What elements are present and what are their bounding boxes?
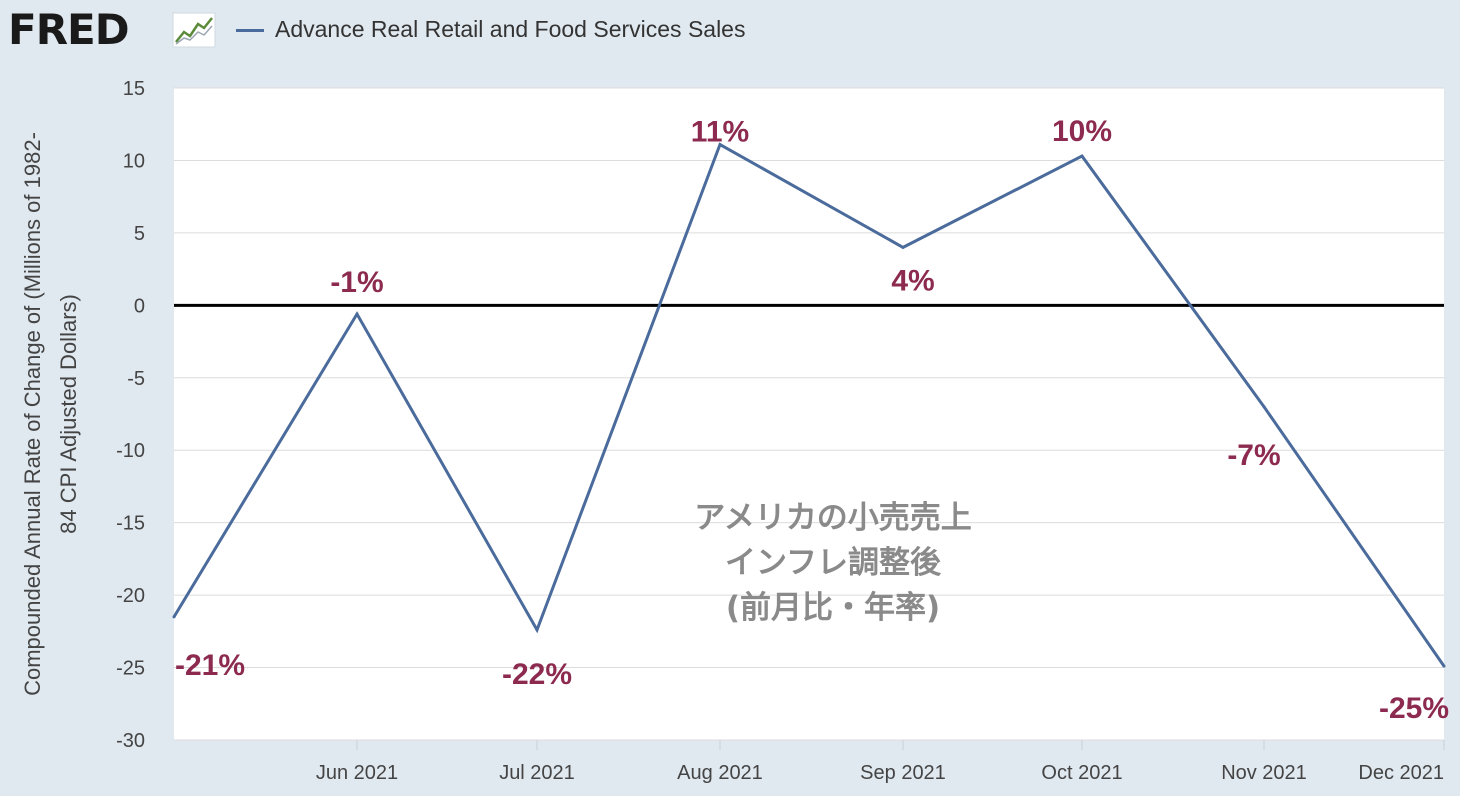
series-line xyxy=(172,142,1446,667)
data-label: 4% xyxy=(891,264,934,297)
data-label: -1% xyxy=(330,266,383,299)
data-labels: -21% -1% -22% 11% 4% 10% -7% -25% xyxy=(175,115,1449,725)
y-tick-label: -10 xyxy=(116,440,145,462)
y-tick-label: -5 xyxy=(127,368,145,390)
data-point xyxy=(1080,154,1084,158)
y-tick-label: -15 xyxy=(116,513,145,535)
data-label: -25% xyxy=(1379,692,1449,725)
x-tick-label: Sep 2021 xyxy=(860,762,946,784)
chart-header: FRED Advance Real Retail and Food Servic… xyxy=(0,0,1460,64)
x-tick-label: Jul 2021 xyxy=(499,762,575,784)
data-label: -22% xyxy=(502,658,572,691)
y-axis-label: Compounded Annual Rate of Change of (Mil… xyxy=(20,132,81,696)
y-axis-label-group: Compounded Annual Rate of Change of (Mil… xyxy=(20,132,81,696)
x-tick-label: Jun 2021 xyxy=(316,762,398,784)
y-tick-labels: 15 10 5 0 -5 -10 -15 -20 -25 -30 xyxy=(116,78,145,752)
y-axis-label-line: 84 CPI Adjusted Dollars) xyxy=(56,294,81,534)
legend-label[interactable]: Advance Real Retail and Food Services Sa… xyxy=(275,16,746,42)
x-tick-labels: Jun 2021 Jul 2021 Aug 2021 Sep 2021 Oct 2021… xyxy=(316,740,1445,784)
data-label: -21% xyxy=(175,649,245,682)
y-tick-label: -30 xyxy=(116,730,145,752)
y-tick-label: 15 xyxy=(123,78,145,100)
data-label: 11% xyxy=(691,116,749,149)
x-tick-label: Dec 2021 xyxy=(1358,762,1444,784)
annotation-line: インフレ調整後 xyxy=(725,545,942,581)
data-point xyxy=(172,615,176,619)
data-label: 10% xyxy=(1052,115,1112,148)
data-point xyxy=(718,143,722,147)
plot-area xyxy=(174,88,1444,740)
data-point xyxy=(901,245,905,249)
annotation-line: (前月比・年率) xyxy=(726,590,940,626)
y-axis-label-line: Compounded Annual Rate of Change of (Mil… xyxy=(20,132,45,696)
data-point xyxy=(1262,405,1266,409)
data-point xyxy=(535,628,539,632)
fred-logo: FRED xyxy=(8,5,130,54)
y-tick-label: 5 xyxy=(134,223,145,245)
y-tick-label: -20 xyxy=(116,585,145,607)
gridlines xyxy=(174,87,1444,741)
legend-swatch xyxy=(236,29,264,32)
data-label: -7% xyxy=(1227,439,1280,472)
x-tick-label: Aug 2021 xyxy=(677,762,763,784)
y-tick-label: 0 xyxy=(134,295,145,317)
y-tick-label: -25 xyxy=(116,658,145,680)
line-chart-icon xyxy=(172,12,216,48)
data-point xyxy=(355,312,359,316)
y-tick-label: 10 xyxy=(123,150,145,172)
x-tick-label: Nov 2021 xyxy=(1221,762,1307,784)
data-point xyxy=(1442,664,1446,668)
x-tick-label: Oct 2021 xyxy=(1041,762,1122,784)
data-points xyxy=(172,143,1446,668)
annotation-line: アメリカの小売売上 xyxy=(694,500,971,536)
